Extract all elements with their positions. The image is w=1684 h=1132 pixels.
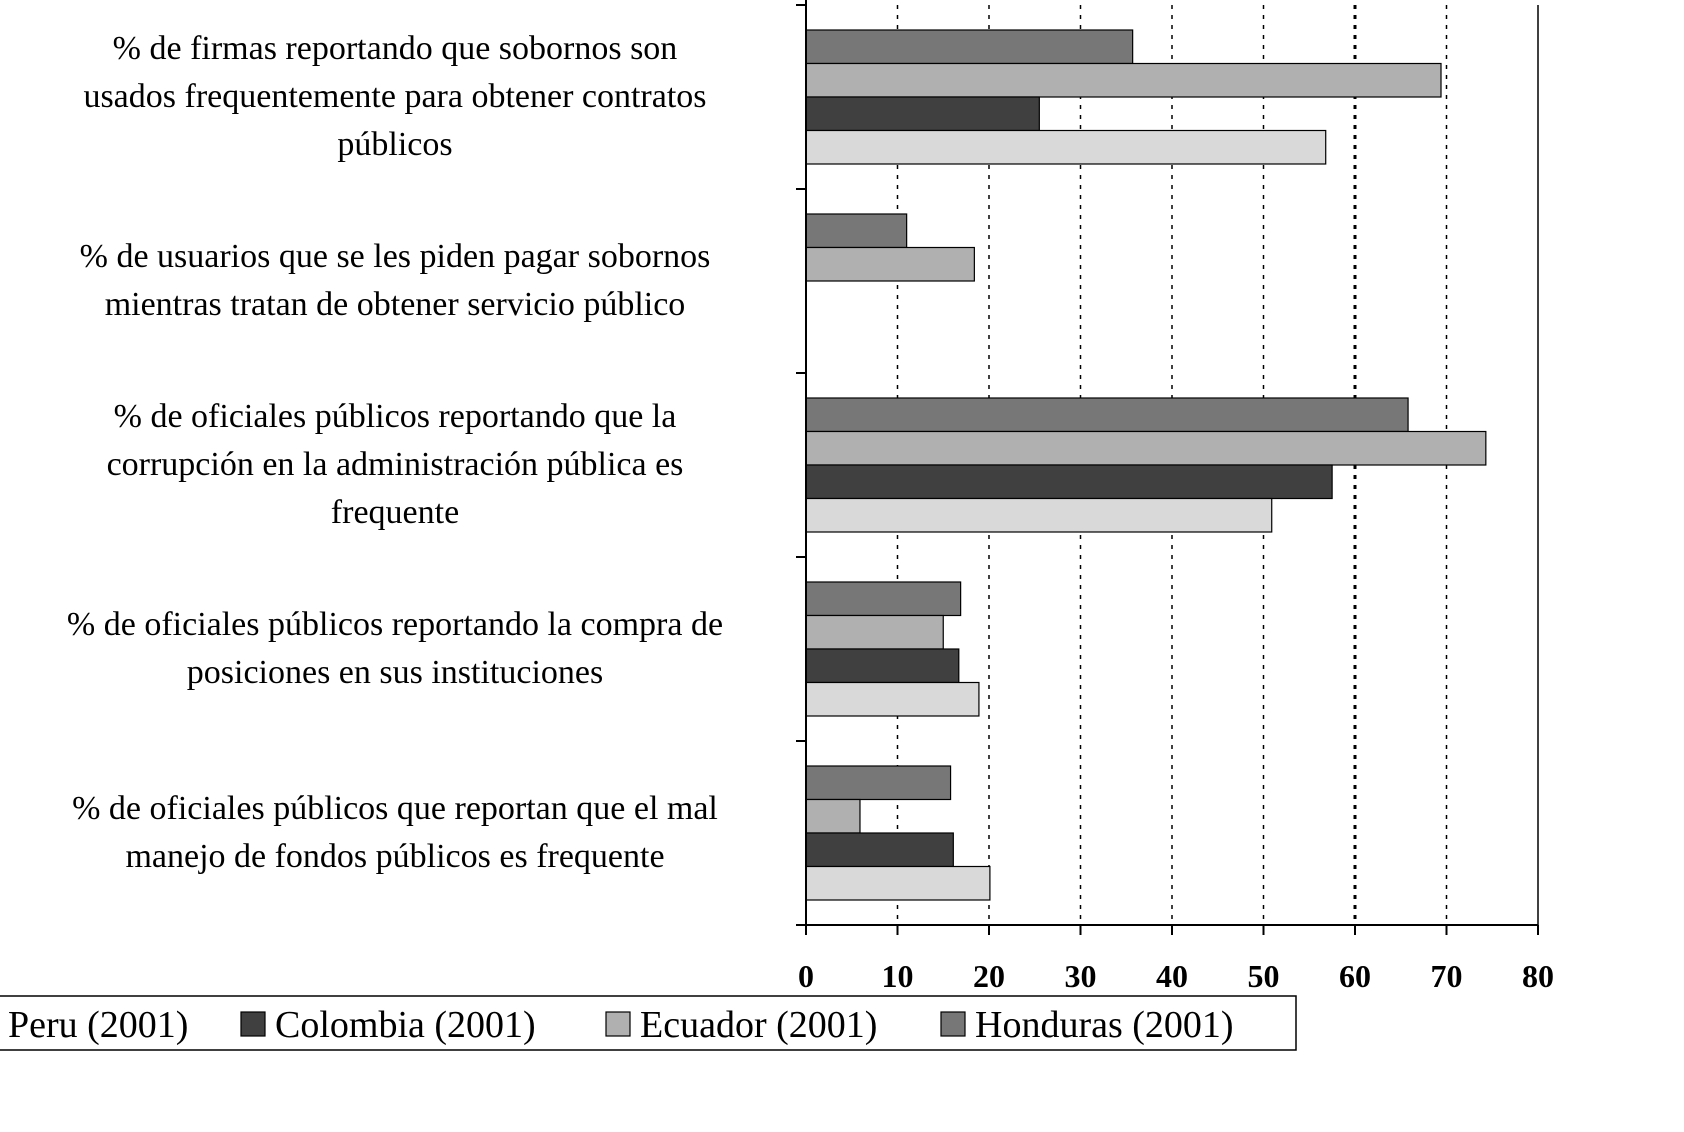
bar bbox=[805, 129, 1327, 165]
x-tick-label: 0 bbox=[798, 958, 814, 994]
bar bbox=[805, 397, 1409, 433]
bar bbox=[805, 681, 980, 717]
x-tick-label: 60 bbox=[1339, 958, 1371, 994]
bar bbox=[805, 464, 1333, 500]
category-label: % de oficiales públicos que reportan que… bbox=[72, 790, 718, 875]
category-label: % de oficiales públicos reportando que l… bbox=[106, 398, 684, 531]
bar bbox=[805, 581, 962, 617]
legend-box bbox=[0, 995, 1297, 1051]
bar bbox=[805, 798, 861, 834]
legend-label: Colombia (2001) bbox=[275, 1004, 536, 1046]
bar bbox=[805, 614, 944, 650]
legend-swatch bbox=[240, 1011, 266, 1037]
bar bbox=[805, 29, 1134, 65]
x-tick-label: 20 bbox=[973, 958, 1005, 994]
x-tick-label: 30 bbox=[1065, 958, 1097, 994]
category-label: % de firmas reportando que sobornos son … bbox=[83, 30, 707, 163]
category-label: % de usuarios que se les piden pagar sob… bbox=[79, 238, 711, 323]
legend-swatch bbox=[605, 1011, 631, 1037]
bar bbox=[805, 648, 960, 684]
x-tick-label: 70 bbox=[1431, 958, 1463, 994]
legend-label: Ecuador (2001) bbox=[640, 1004, 877, 1046]
bar bbox=[805, 62, 1442, 98]
bar bbox=[805, 765, 952, 801]
bar bbox=[805, 832, 954, 868]
x-tick-label: 80 bbox=[1522, 958, 1554, 994]
bar bbox=[805, 96, 1040, 132]
x-tick-label: 50 bbox=[1248, 958, 1280, 994]
category-label: % de oficiales públicos reportando la co… bbox=[66, 606, 724, 691]
bar bbox=[805, 246, 975, 282]
legend-swatch bbox=[940, 1011, 966, 1037]
legend-label: Peru (2001) bbox=[8, 1004, 188, 1046]
x-tick-label: 10 bbox=[882, 958, 914, 994]
bar bbox=[805, 865, 991, 901]
bar bbox=[805, 497, 1273, 533]
bar bbox=[805, 430, 1487, 466]
bar bbox=[805, 213, 908, 249]
x-tick-label: 40 bbox=[1156, 958, 1188, 994]
legend-label: Honduras (2001) bbox=[975, 1004, 1234, 1046]
